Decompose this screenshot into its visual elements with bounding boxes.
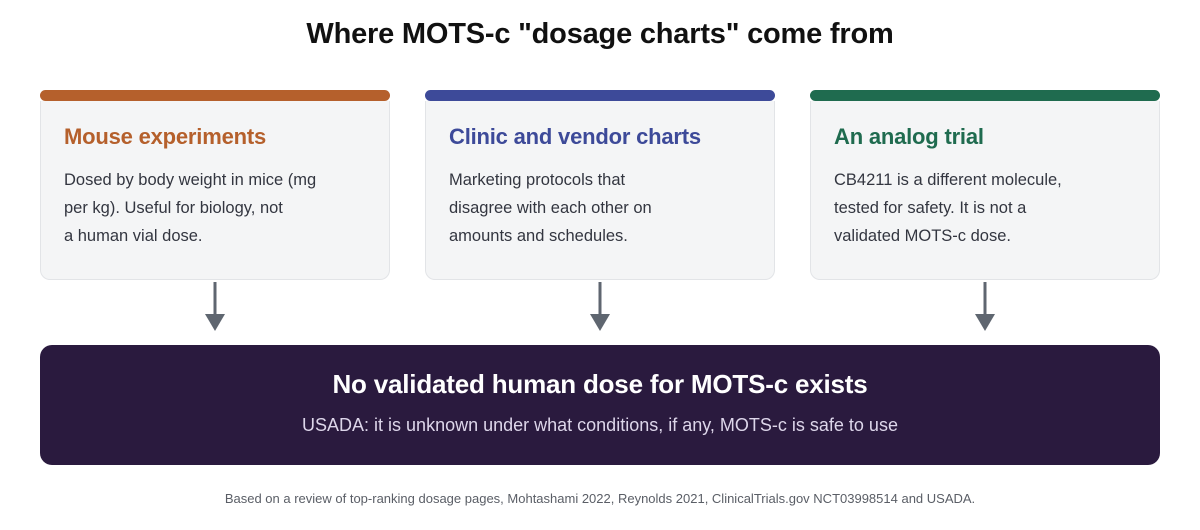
card-body-box (425, 101, 775, 280)
source-card-mouse-experiments: Mouse experiments Dosed by body weight i… (40, 90, 390, 280)
conclusion-title: No validated human dose for MOTS-c exist… (332, 369, 868, 399)
card-description-line: disagree with each other on (449, 199, 652, 217)
source-footnote: Based on a review of top-ranking dosage … (224, 491, 976, 506)
conclusion-box: No validated human dose for MOTS-c exist… (40, 345, 1160, 465)
card-accent-bar (425, 90, 775, 101)
card-description-line: Dosed by body weight in mice (mg (64, 171, 317, 189)
source-card-clinic-vendor-charts: Clinic and vendor charts Marketing proto… (425, 90, 775, 280)
card-description-line: a human vial dose. (64, 227, 203, 245)
card-description: Marketing protocols that disagree with e… (449, 166, 739, 250)
card-accent-bar (40, 90, 390, 101)
card-body-box (40, 101, 390, 280)
card-title: Clinic and vendor charts (449, 124, 701, 149)
card-body-box (810, 101, 1160, 280)
diagram-title: Where MOTS-c "dosage charts" come from (306, 18, 894, 50)
card-description-line: CB4211 is a different molecule, (834, 171, 1062, 189)
source-card-analog-trial: An analog trial CB4211 is a different mo… (810, 90, 1160, 280)
down-arrow-icon (588, 282, 612, 334)
card-description: CB4211 is a different molecule, tested f… (834, 166, 1124, 250)
card-description: Dosed by body weight in mice (mg per kg)… (64, 166, 354, 250)
card-title: An analog trial (834, 124, 984, 149)
card-description-line: per kg). Useful for biology, not (64, 199, 283, 217)
card-description-line: validated MOTS-c dose. (834, 227, 1011, 245)
down-arrow-icon (203, 282, 227, 334)
conclusion-subtitle: USADA: it is unknown under what conditio… (302, 415, 898, 435)
card-title: Mouse experiments (64, 124, 267, 149)
card-description-line: tested for safety. It is not a (834, 199, 1027, 217)
card-description-line: amounts and schedules. (449, 227, 628, 245)
card-description-line: Marketing protocols that (449, 171, 626, 189)
card-accent-bar (810, 90, 1160, 101)
down-arrow-icon (973, 282, 997, 334)
